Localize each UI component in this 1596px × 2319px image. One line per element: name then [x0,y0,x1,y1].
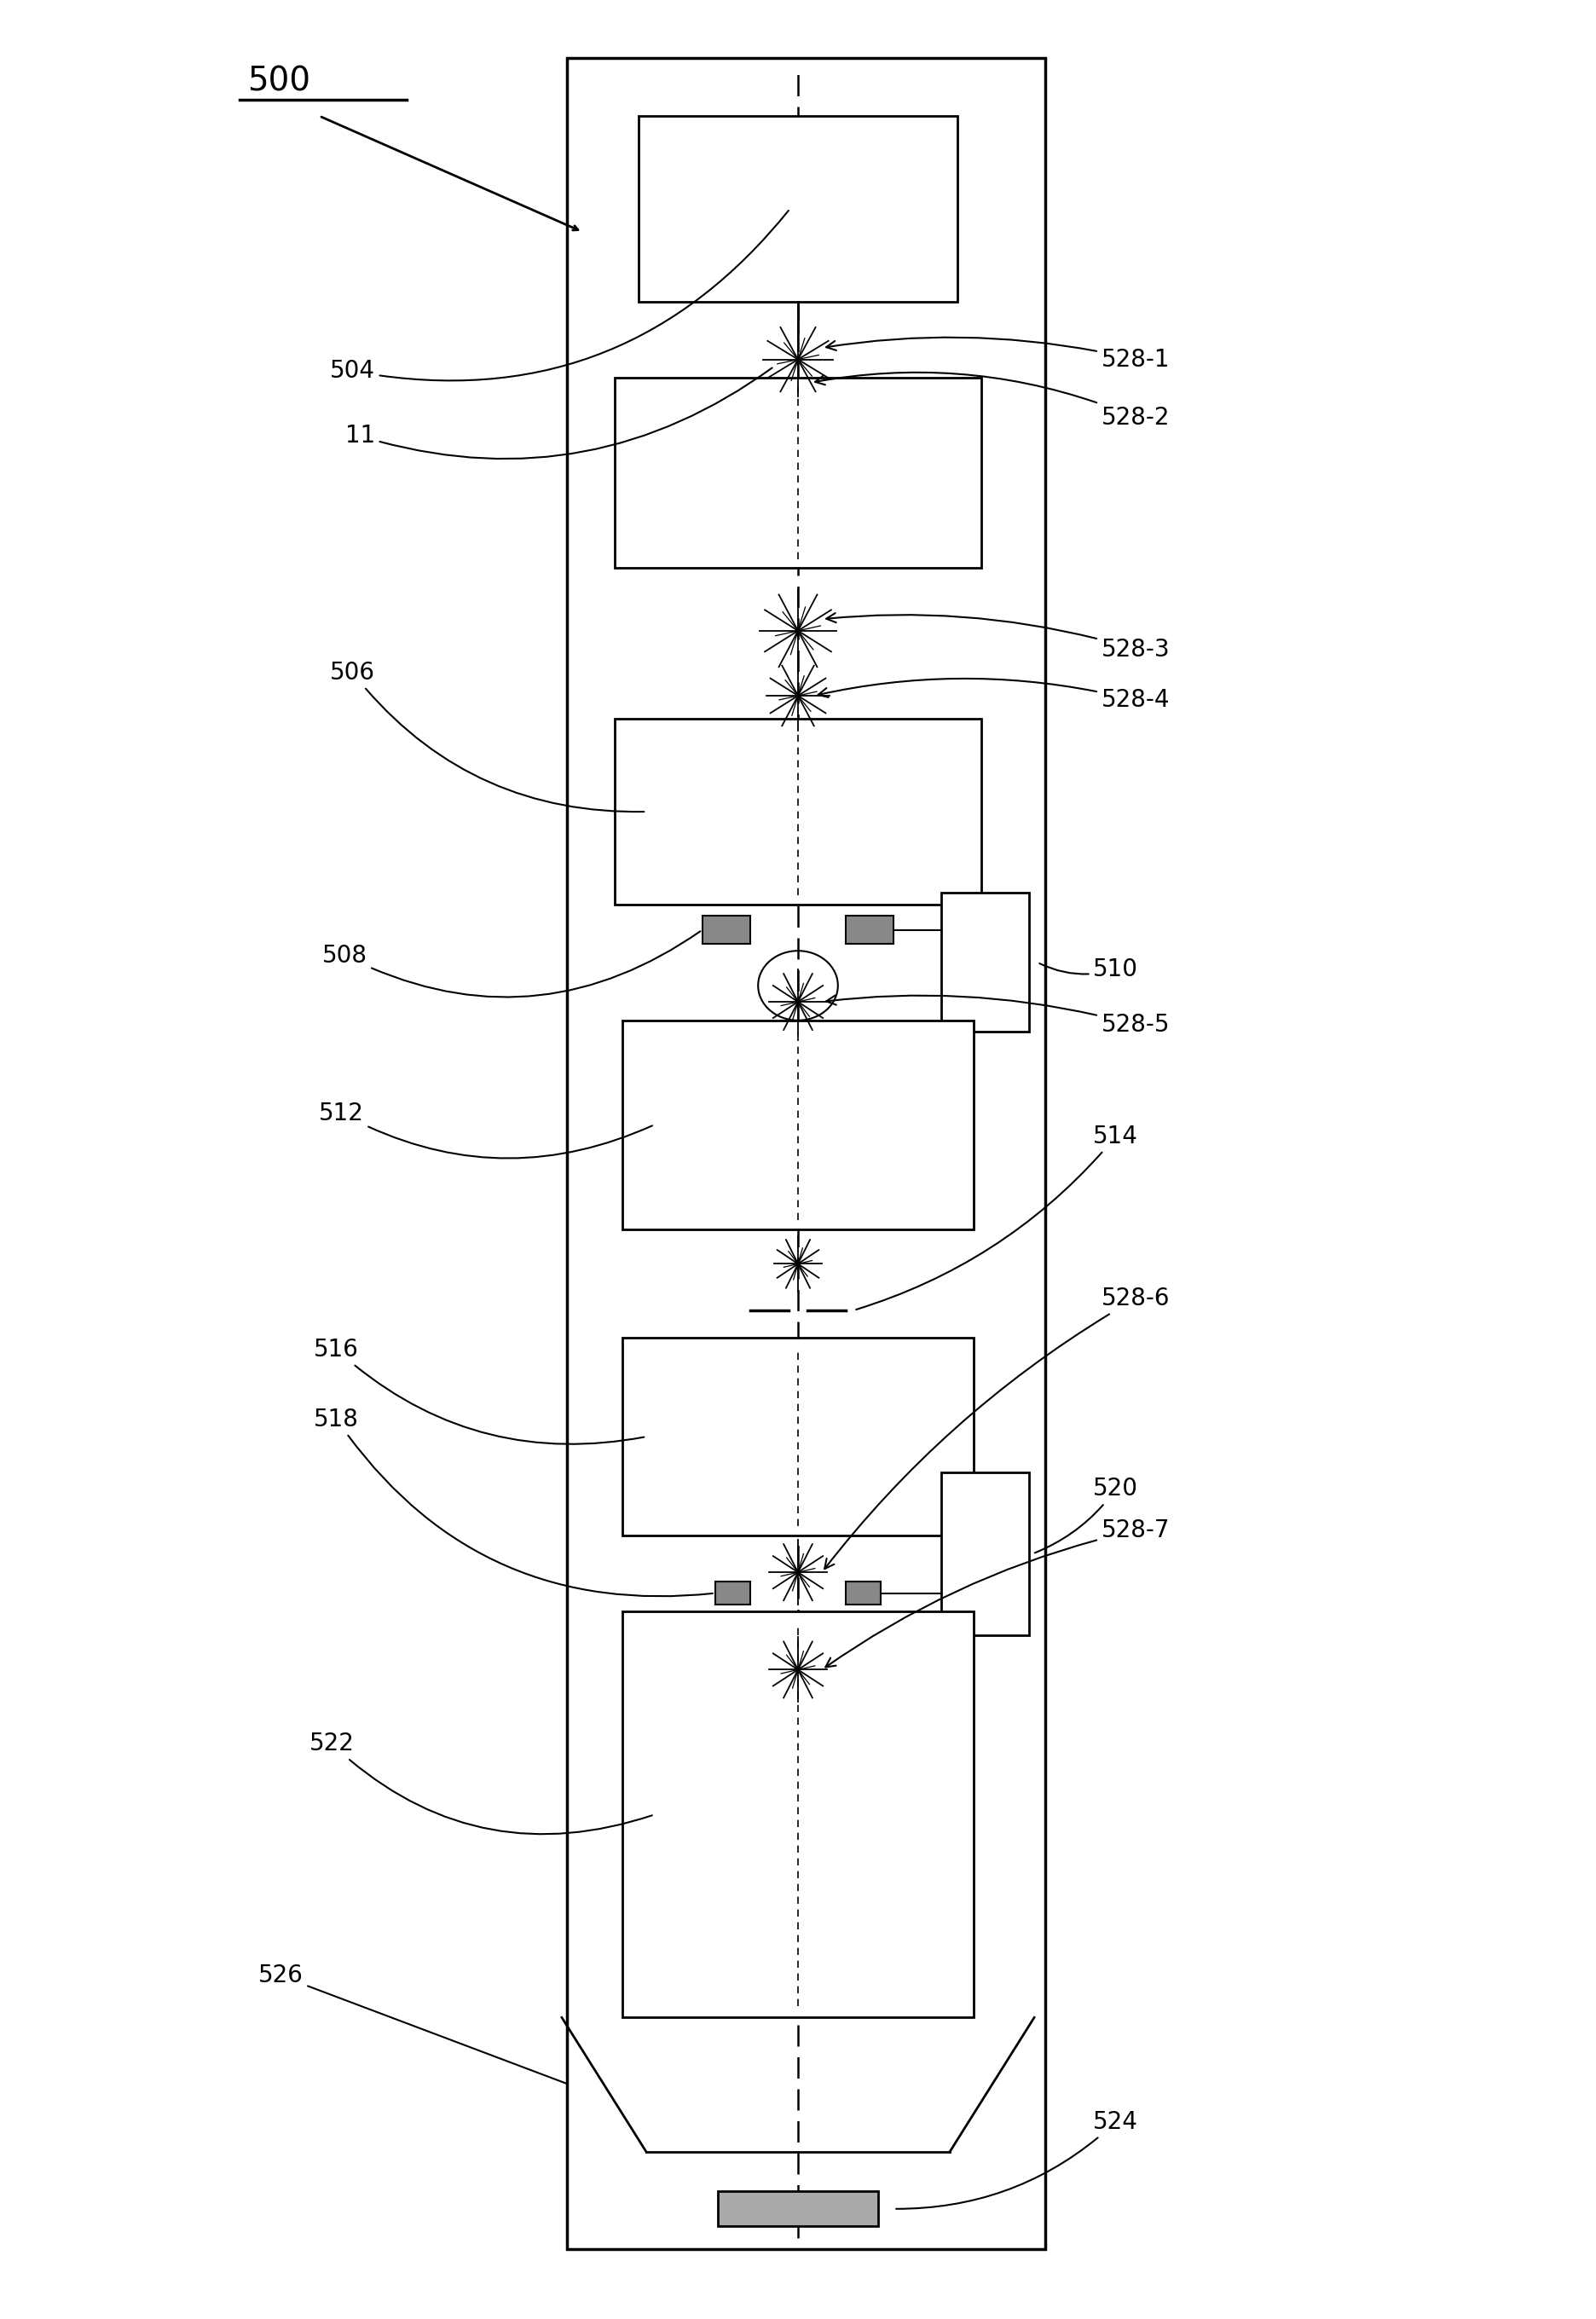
Bar [567,58,1045,2249]
Text: 508: 508 [322,932,701,997]
Bar [638,116,958,301]
Text: 510: 510 [1039,958,1138,981]
Text: 11: 11 [345,369,772,459]
Text: 520: 520 [1034,1477,1138,1554]
Bar [622,1338,974,1535]
Text: 528-6: 528-6 [825,1287,1170,1570]
Text: 500: 500 [247,65,311,97]
Text: 528-2: 528-2 [816,373,1170,429]
Text: 522: 522 [310,1732,653,1834]
Bar [718,2191,878,2226]
Bar [702,916,750,944]
Text: 528-7: 528-7 [825,1519,1170,1667]
Text: 526: 526 [259,1964,568,2085]
Text: 516: 516 [314,1338,645,1445]
Text: 524: 524 [895,2110,1138,2210]
Bar [846,916,894,944]
Text: 504: 504 [330,211,788,383]
Text: 514: 514 [855,1125,1138,1310]
Bar [622,1612,974,2018]
Bar [614,719,982,904]
Bar [715,1582,750,1605]
Bar [846,1582,881,1605]
Bar [614,378,982,568]
Text: 528-5: 528-5 [827,995,1170,1037]
Bar [622,1020,974,1229]
Bar [942,893,1029,1032]
Text: 528-1: 528-1 [827,336,1170,371]
Text: 506: 506 [330,661,645,812]
Text: 512: 512 [319,1102,653,1157]
Text: 528-4: 528-4 [819,679,1170,712]
Text: 518: 518 [314,1408,713,1595]
Bar [942,1473,1029,1635]
Text: 528-3: 528-3 [827,612,1170,661]
